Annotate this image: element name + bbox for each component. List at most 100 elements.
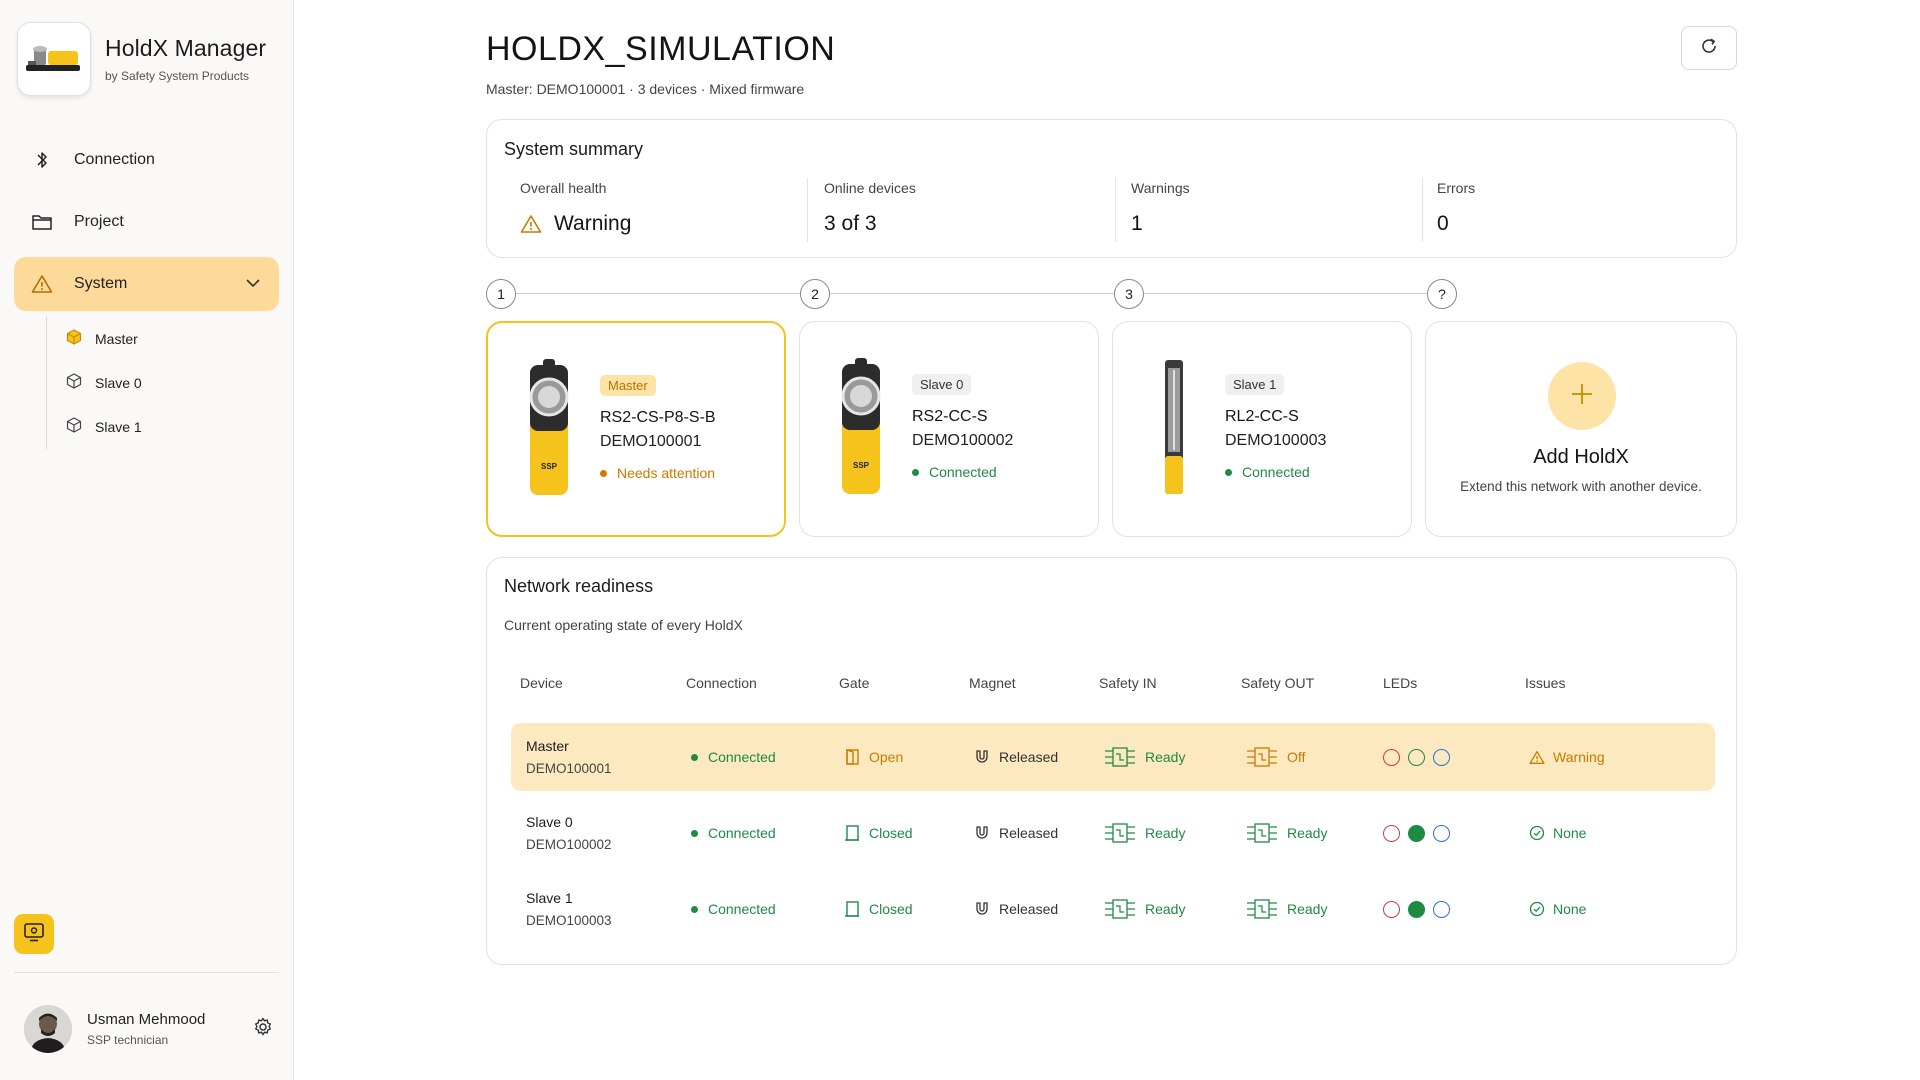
step-connector — [1144, 293, 1427, 294]
step-connector — [830, 293, 1114, 294]
device-card-slave-1[interactable]: Slave 1 RL2-CC-S DEMO100003 Connected — [1112, 321, 1412, 537]
metric-divider — [1115, 178, 1116, 242]
status-dot — [600, 469, 607, 477]
device-status: Connected — [912, 464, 1013, 480]
refresh-icon — [1700, 37, 1718, 60]
metric-label: Warnings — [1131, 180, 1190, 196]
led-red-indicator — [1383, 824, 1400, 842]
status-dot — [691, 753, 698, 761]
add-holdx-title: Add HoldX — [1533, 446, 1629, 468]
row-issues: None — [1553, 825, 1587, 841]
nav-label: System — [74, 275, 128, 292]
add-holdx-button[interactable] — [1548, 362, 1616, 430]
column-header-leds: LEDs — [1383, 675, 1418, 691]
app-title: HoldX Manager — [105, 35, 267, 61]
table-row[interactable]: Slave 0 DEMO100002 Connected Closed Rele… — [511, 799, 1715, 867]
metric-divider — [1422, 178, 1423, 242]
row-device-serial: DEMO100001 — [526, 761, 612, 776]
subnav-item-slave-1[interactable]: Slave 1 — [47, 405, 279, 449]
metric-value: 3 of 3 — [824, 212, 877, 235]
add-holdx-subtitle: Extend this network with another device. — [1460, 479, 1702, 494]
row-device-serial: DEMO100003 — [526, 913, 612, 928]
step-connector — [516, 293, 800, 294]
nav-label: Project — [74, 213, 124, 230]
nav-item-connection[interactable]: Connection — [14, 133, 279, 187]
row-safety-out: Off — [1287, 749, 1306, 765]
row-safety-out: Ready — [1287, 825, 1328, 841]
summary-title: System summary — [504, 139, 644, 159]
nav-item-system[interactable]: System — [14, 257, 279, 311]
plus-icon — [1568, 380, 1596, 413]
chevron-down-icon[interactable] — [245, 275, 261, 293]
safety-in-icon — [1103, 821, 1137, 845]
page-title: HOLDX_SIMULATION — [486, 30, 836, 68]
row-magnet: Released — [999, 749, 1059, 765]
status-dot — [912, 468, 919, 476]
device-role-badge: Slave 0 — [912, 374, 972, 395]
holdx-device-image — [1143, 356, 1205, 500]
table-row[interactable]: Master DEMO100001 Connected Open Release… — [511, 723, 1715, 791]
nav-item-project[interactable]: Project — [14, 195, 279, 249]
subnav-label: Master — [95, 331, 138, 347]
user-name: Usman Mehmood — [87, 1011, 206, 1028]
holdx-device-image: SSP — [830, 356, 892, 500]
row-safety-in: Ready — [1145, 901, 1186, 917]
metric-label: Online devices — [824, 180, 916, 196]
subnav-item-slave-0[interactable]: Slave 0 — [47, 361, 279, 405]
safety-out-icon — [1245, 897, 1279, 921]
device-status-label: Connected — [929, 464, 997, 480]
device-card-slave-0[interactable]: SSP Slave 0 RS2-CC-S DEMO100002 Connecte… — [799, 321, 1099, 537]
step-1: 1 — [486, 279, 516, 309]
safety-in-icon — [1103, 897, 1137, 921]
device-serial: DEMO100003 — [1225, 432, 1327, 449]
row-device-name: Slave 1 — [526, 890, 573, 906]
step-unknown: ? — [1427, 279, 1457, 309]
step-3: 3 — [1114, 279, 1144, 309]
device-serial: DEMO100002 — [912, 432, 1014, 449]
app-logo — [17, 22, 91, 96]
gear-icon[interactable] — [252, 1016, 274, 1043]
metric-value: Warning — [554, 212, 632, 235]
sidebar-divider — [14, 972, 279, 973]
device-status-label: Needs attention — [617, 465, 716, 481]
avatar[interactable] — [24, 1005, 72, 1053]
nav-label: Connection — [74, 151, 155, 168]
sidebar: HoldX Manager by Safety System Products … — [0, 0, 294, 1080]
readiness-title: Network readiness — [504, 576, 654, 596]
led-red-indicator — [1383, 900, 1400, 918]
safety-out-icon — [1245, 821, 1279, 845]
device-chain-stepper: 1 2 3 ? — [486, 279, 1737, 309]
led-blue-indicator — [1433, 900, 1450, 918]
door-closed-icon — [843, 900, 861, 918]
door-open-icon — [843, 748, 861, 766]
monitor-icon — [22, 921, 46, 948]
bluetooth-icon — [30, 148, 54, 172]
row-issues: Warning — [1553, 749, 1605, 765]
row-connection: Connected — [708, 749, 776, 765]
row-connection: Connected — [708, 901, 776, 917]
refresh-button[interactable] — [1681, 26, 1737, 70]
status-dot — [691, 829, 698, 837]
warning-icon — [1529, 750, 1545, 765]
device-card-master[interactable]: SSP Master RS2-CS-P8-S-B DEMO100001 Need… — [486, 321, 786, 537]
simulation-toggle-button[interactable] — [14, 914, 54, 954]
row-safety-in: Ready — [1145, 749, 1186, 765]
column-header-gate: Gate — [839, 675, 870, 691]
subnav-item-master[interactable]: Master — [47, 317, 279, 361]
holdx-device-image: SSP — [518, 357, 580, 501]
table-row[interactable]: Slave 1 DEMO100003 Connected Closed Rele… — [511, 875, 1715, 943]
safety-in-icon — [1103, 745, 1137, 769]
step-2: 2 — [800, 279, 830, 309]
add-holdx-card[interactable]: Add HoldX Extend this network with anoth… — [1425, 321, 1737, 537]
user-role: SSP technician — [87, 1033, 169, 1047]
row-leds — [1383, 799, 1458, 867]
magnet-icon — [973, 824, 991, 842]
row-leds — [1383, 875, 1458, 943]
led-red-indicator — [1383, 748, 1400, 766]
led-blue-indicator — [1433, 748, 1450, 766]
status-dot — [1225, 468, 1232, 476]
row-gate: Closed — [869, 825, 913, 841]
column-header-device: Device — [520, 675, 563, 691]
device-role-badge: Master — [600, 375, 656, 396]
magnet-icon — [973, 748, 991, 766]
